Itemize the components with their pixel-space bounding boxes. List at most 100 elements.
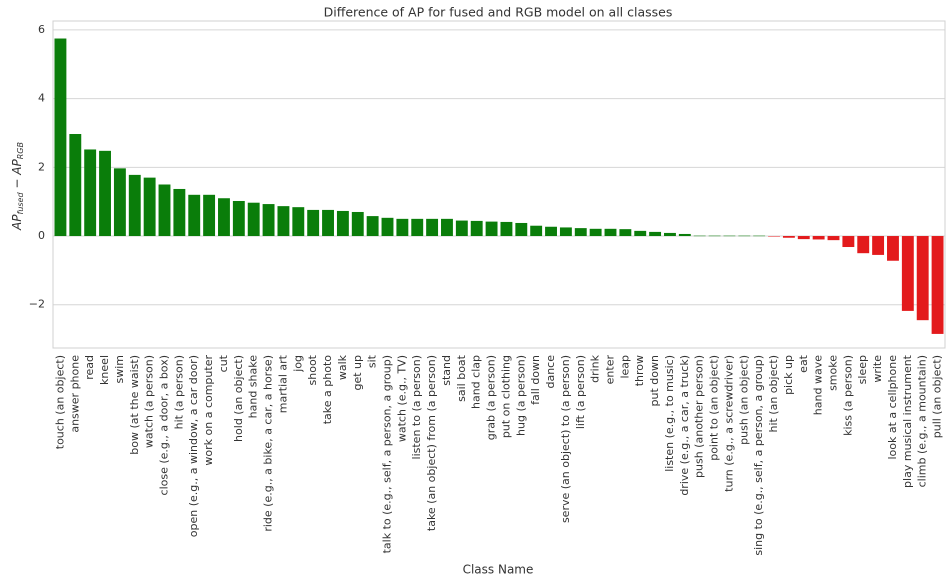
bar [872,236,885,255]
bar [188,194,201,237]
bar [84,149,97,237]
x-tick-label: eat [797,354,810,373]
x-tick-label: dance [544,355,557,389]
x-tick-label: push (an object) [737,355,750,445]
bar [292,207,305,237]
x-tick-label: open (e.g., a window, a car door) [187,355,200,537]
x-tick-label: leap [618,355,631,379]
bar [753,235,766,237]
y-label-part: AP [10,214,24,231]
x-tick-label: hit (a person) [172,355,185,429]
x-tick-label: work on a computer [202,355,215,466]
x-tick-label: hug (a person) [514,355,527,436]
x-tick-label: hand clap [470,355,483,409]
x-tick-label: watch (e.g., TV) [395,355,408,442]
bar [604,228,617,237]
bar [396,218,409,237]
bar [54,38,67,237]
y-tick-label: −2 [29,298,45,311]
bar [664,232,676,237]
x-tick-label: smoke [827,355,840,391]
bar [827,236,840,241]
bar [336,210,349,237]
x-axis-label: Class Name [463,563,534,577]
x-tick-label: take (an object) from (a person) [425,355,438,531]
bar [500,221,513,237]
bar [931,236,944,334]
bar [381,217,394,237]
x-tick-label: swim [113,355,126,384]
bar [426,218,439,237]
bar [738,235,751,237]
x-tick-label: hand wave [812,355,825,415]
x-tick-label: point to (an object) [708,355,721,461]
bar [307,209,320,237]
bar [262,204,275,237]
bar [158,184,171,237]
x-tick-label: hit (an object) [767,355,780,433]
x-tick-label: read [83,355,96,380]
bar [723,235,736,237]
bar [203,194,216,237]
bar [812,236,825,240]
x-tick-label: put down [648,355,661,406]
bar [768,236,780,237]
x-tick-label: martial art [276,354,289,413]
x-tick-label: bow (at the waist) [128,355,141,455]
bar [634,230,647,237]
bar [69,134,82,237]
bar [247,202,260,237]
x-tick-label: shoot [306,354,319,385]
bar [782,236,795,238]
plot-frame [52,20,946,349]
bar [411,218,424,237]
x-tick-label: kneel [98,355,111,385]
x-tick-label: serve (an object) to (a person) [559,355,572,523]
x-tick-label: turn (e.g., a screwdriver) [722,355,735,492]
bar [351,211,364,237]
x-tick-label: drink [589,354,602,383]
x-tick-label: cut [217,354,230,372]
x-tick-label: answer phone [68,355,81,433]
x-tick-label: jog [291,355,304,373]
bar [441,218,453,237]
x-tick-label: listen (e.g., to music) [663,355,676,472]
x-tick-label: watch (a person) [143,355,156,448]
x-tick-label: hand shake [247,355,260,419]
bar [693,235,706,237]
bar [916,236,929,321]
y-label-part: RGB [16,142,25,159]
x-tick-label: throw [633,355,646,386]
bar [708,235,721,237]
bar [455,220,468,237]
bar [545,226,557,237]
x-tick-label: drive (e.g., a car, a truck) [678,355,691,496]
x-tick-label: pick up [782,355,795,395]
chart-title: Difference of AP for fused and RGB model… [324,5,673,20]
bar [366,216,379,237]
y-tick-label: 4 [38,92,45,105]
x-tick-label: sleep [856,355,869,384]
x-tick-label: sit [366,354,379,368]
y-tick-label: 2 [38,160,45,173]
y-tick-label: 0 [38,229,45,242]
y-label-part: − AP [10,159,24,193]
bar [99,150,111,237]
x-tick-label: put on clothing [499,355,512,438]
x-tick-label: walk [336,354,349,380]
x-tick-label: lift (a person) [574,355,587,429]
y-axis-label: APfused − APRGB [10,142,25,231]
bar [678,233,691,237]
x-tick-label: climb (e.g., a mountain) [916,355,929,487]
bar [232,200,245,237]
x-tick-label: sail boat [455,354,468,402]
x-tick-label: pull (an object) [931,355,944,438]
bar [322,209,334,237]
bar [887,236,899,261]
bar [173,188,186,237]
y-label-part: fused [16,192,25,215]
y-tick-label: 6 [38,23,45,36]
x-tick-label: fall down [529,355,542,405]
bar [574,228,587,237]
